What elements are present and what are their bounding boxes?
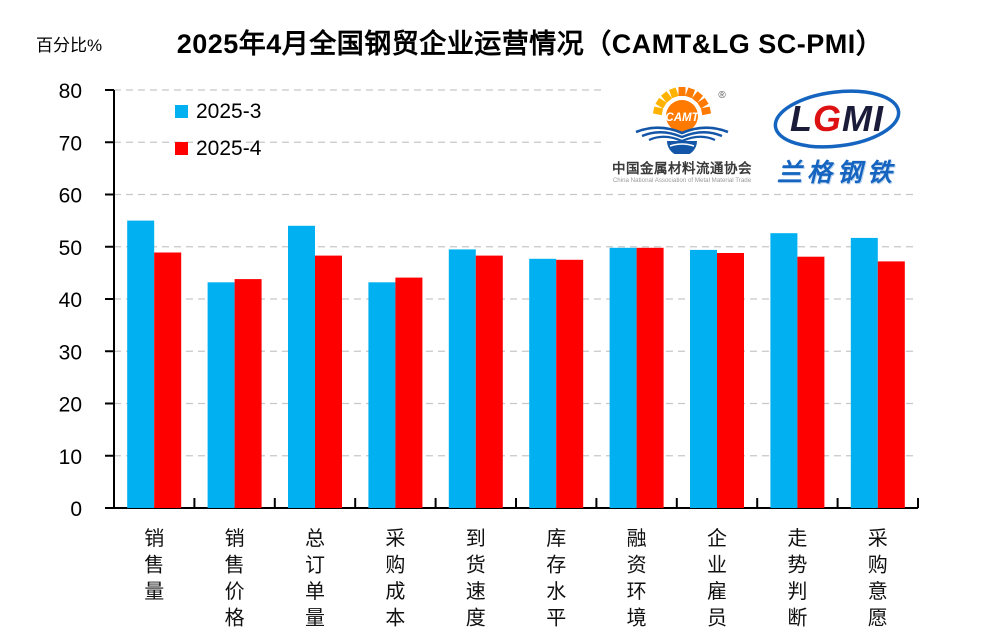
sun-rays-icon: [652, 87, 712, 116]
y-tick-label: 10: [59, 446, 82, 469]
lgmi-emblem-icon: LGMI: [773, 89, 901, 149]
camt-name-en: China National Association of Metal Mate…: [612, 177, 752, 184]
legend-swatch-2025-3: [175, 105, 188, 118]
boat-icon: [667, 141, 697, 156]
camt-emblem-icon: CAMT ®: [635, 87, 729, 156]
wave-icon: [641, 131, 723, 139]
bar-2025-3-库存水平: [529, 258, 557, 508]
sun-ray-icon: [685, 87, 695, 99]
camt-name-cn: 中国金属材料流通协会: [612, 161, 752, 176]
y-tick-label: 40: [59, 289, 82, 312]
sun-ray-icon: [660, 91, 673, 103]
legend-item-2025-3: 2025-3: [175, 99, 261, 124]
y-axis-title: 百分比%: [36, 36, 103, 55]
x-category-label: 库存水平: [546, 526, 566, 630]
legend: 2025-3 2025-4: [175, 99, 261, 161]
bar-2025-3-融资环境: [609, 247, 637, 509]
bar-2025-3-采购意愿: [850, 237, 878, 508]
lgmi-oval-icon: [773, 89, 901, 149]
bar-2025-4-销售量: [154, 252, 182, 508]
bar-2025-3-到货速度: [448, 249, 476, 508]
sun-icon: [666, 100, 698, 132]
bar-2025-4-采购意愿: [877, 261, 905, 508]
x-category-label: 采购意愿: [868, 526, 888, 630]
sun-ray-icon: [652, 106, 664, 116]
y-tick-label: 50: [59, 237, 82, 260]
x-category-label: 融资环境: [627, 526, 647, 630]
bar-2025-4-总订单量: [315, 255, 342, 508]
bar-2025-4-走势判断: [797, 256, 825, 508]
wave-icon: [635, 126, 729, 135]
bar-2025-4-库存水平: [556, 259, 584, 508]
logos: CAMT ® 中国金属材料流通协会 China National Associa…: [606, 86, 913, 187]
lgmi-logo: LGMI 兰格钢铁: [761, 86, 913, 187]
y-tick-label: 30: [59, 341, 82, 364]
x-category-label: 企业雇员: [707, 526, 727, 630]
bar-2025-3-总订单量: [288, 225, 315, 509]
y-tick-label: 0: [70, 498, 82, 521]
bar-2025-4-到货速度: [475, 255, 503, 508]
x-category-label: 销售量: [144, 526, 164, 603]
registered-mark: ®: [718, 90, 726, 101]
lgmi-name-cn: 兰格钢铁: [776, 159, 897, 187]
chart-title: 2025年4月全国钢贸企业运营情况（CAMT&LG SC-PMI）: [176, 29, 884, 59]
legend-item-2025-4: 2025-4: [175, 136, 261, 161]
x-category-label: 总订单量: [305, 526, 325, 630]
bar-2025-3-销售量: [127, 220, 155, 508]
sun-ray-icon: [700, 106, 712, 116]
legend-label-2025-4: 2025-4: [196, 137, 262, 160]
bar-2025-4-企业雇员: [717, 253, 744, 508]
sun-ray-icon: [669, 87, 679, 99]
y-tick-label: 70: [59, 132, 82, 155]
x-category-label: 采购成本: [385, 526, 405, 630]
sun-ray-icon: [655, 97, 667, 109]
bar-2025-3-销售价格: [207, 282, 235, 508]
bar-2025-3-走势判断: [770, 233, 798, 508]
sun-ray-icon: [691, 91, 704, 103]
legend-swatch-2025-4: [175, 142, 188, 155]
y-tick-label: 20: [59, 394, 82, 417]
bar-2025-3-采购成本: [368, 282, 396, 508]
sun-ray-icon: [697, 97, 709, 109]
bar-2025-4-采购成本: [395, 277, 423, 508]
bar-2025-4-融资环境: [636, 247, 664, 509]
legend-label-2025-3: 2025-3: [196, 100, 262, 123]
x-category-label: 到货速度: [466, 526, 486, 630]
camt-abbr: CAMT: [665, 112, 699, 124]
lgmi-abbr: LGMI: [790, 98, 884, 139]
x-category-label: 走势判断: [787, 526, 807, 630]
y-tick-label: 60: [59, 185, 82, 208]
bar-2025-4-销售价格: [234, 279, 262, 508]
y-tick-label: 80: [59, 80, 82, 103]
boat-wave-icon: [669, 143, 695, 147]
bar-2025-3-企业雇员: [690, 249, 717, 508]
x-category-label: 销售价格: [225, 526, 245, 630]
camt-logo: CAMT ® 中国金属材料流通协会 China National Associa…: [606, 86, 758, 186]
